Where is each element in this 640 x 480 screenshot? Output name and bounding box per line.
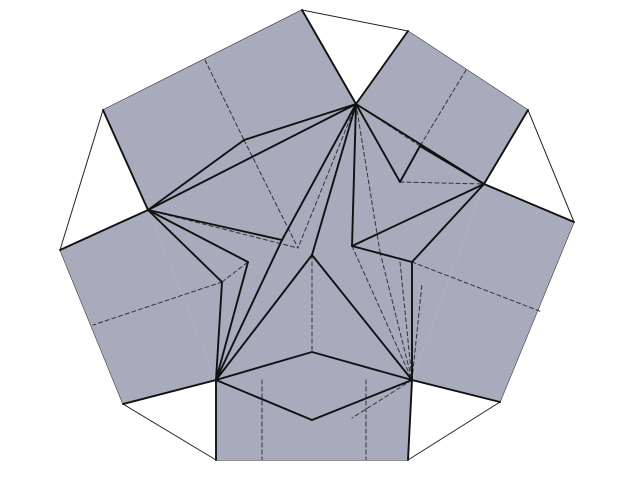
flap-panel-left bbox=[60, 210, 216, 404]
flap-panel-top-right bbox=[356, 31, 528, 184]
mountain-fold-lines bbox=[59, 9, 575, 461]
